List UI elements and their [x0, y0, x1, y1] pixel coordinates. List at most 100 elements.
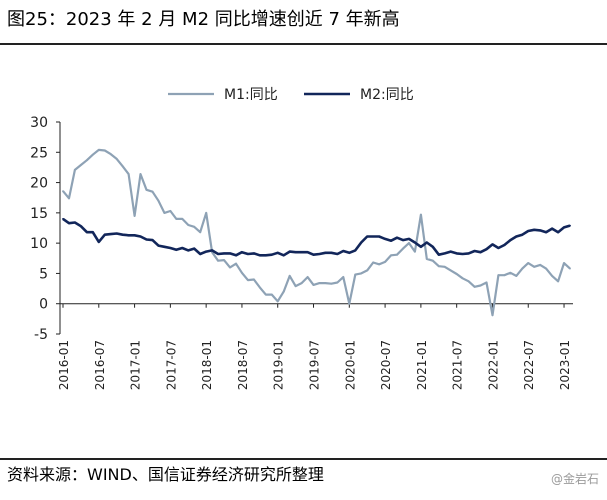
data-point	[312, 284, 315, 286]
data-point	[253, 252, 255, 255]
data-point	[318, 282, 321, 284]
data-point	[378, 263, 380, 266]
x-tick-label: 2023-01	[558, 340, 572, 390]
data-point	[109, 153, 112, 155]
line-chart: M1:同比 M2:同比 -5 0 5 10 15 20 25 30 2016-01 2016-07…	[30, 87, 573, 390]
data-point	[527, 262, 530, 264]
data-point	[318, 253, 321, 255]
x-tick-label: 2019-07	[308, 340, 322, 390]
data-point	[384, 238, 386, 240]
data-point	[264, 254, 267, 257]
y-tick-label: 20	[30, 176, 48, 192]
data-point	[414, 250, 416, 253]
data-point	[402, 239, 404, 242]
data-point	[354, 273, 357, 276]
data-point	[270, 293, 273, 296]
y-tick-label: 15	[30, 206, 48, 222]
y-tick-label: 10	[30, 236, 48, 252]
data-point	[121, 165, 124, 168]
data-point	[408, 238, 410, 240]
data-point	[169, 247, 172, 249]
data-point	[217, 259, 220, 262]
x-tick-label: 2017-01	[129, 340, 143, 390]
x-tick-label: 2021-07	[451, 340, 465, 390]
data-point	[330, 282, 333, 285]
data-point	[300, 282, 303, 284]
data-point	[270, 253, 273, 256]
data-point	[247, 279, 249, 281]
data-point	[455, 273, 458, 275]
data-point	[509, 271, 512, 274]
data-point	[360, 272, 363, 275]
data-point	[175, 248, 178, 251]
data-point	[354, 249, 357, 252]
data-point	[247, 253, 249, 255]
data-point	[360, 241, 363, 244]
data-point	[336, 253, 339, 255]
data-point	[449, 269, 452, 272]
data-point	[133, 234, 136, 237]
data-point	[425, 241, 428, 244]
data-point	[97, 149, 100, 151]
data-point	[443, 252, 446, 255]
data-point	[557, 231, 559, 234]
data-point	[420, 213, 422, 216]
data-point	[139, 173, 142, 175]
data-point	[241, 251, 243, 254]
data-point	[348, 302, 351, 305]
x-tick-label: 2020-07	[379, 340, 393, 390]
data-point	[151, 190, 154, 193]
data-point	[187, 224, 190, 226]
data-point	[336, 281, 339, 284]
data-point	[86, 159, 88, 162]
data-point	[521, 233, 524, 236]
data-point	[408, 242, 410, 245]
series-line-m2	[62, 217, 571, 257]
data-point	[551, 275, 553, 277]
data-point	[103, 149, 106, 152]
data-point	[193, 225, 196, 228]
y-tick-label: 5	[39, 266, 48, 282]
data-point	[193, 247, 196, 250]
data-point	[62, 190, 64, 193]
data-point	[443, 265, 446, 268]
data-point	[74, 169, 76, 171]
x-tick-label: 2018-01	[200, 340, 214, 390]
data-point	[324, 282, 327, 284]
weibo-watermark: @金岩石	[550, 472, 599, 486]
data-point	[509, 239, 512, 242]
data-point	[551, 227, 553, 230]
data-point	[539, 264, 542, 266]
y-tick-label: 0	[39, 297, 48, 313]
data-point	[431, 259, 434, 262]
data-point	[306, 276, 309, 278]
data-point	[199, 231, 202, 234]
data-point	[563, 226, 565, 229]
data-point	[455, 252, 458, 255]
source-rule	[0, 458, 607, 460]
data-point	[491, 243, 494, 246]
x-tick-label: 2022-07	[522, 340, 536, 390]
data-point	[211, 249, 214, 252]
data-point	[115, 232, 118, 235]
data-point	[86, 231, 88, 234]
data-point	[545, 231, 547, 234]
data-point	[139, 235, 142, 238]
data-point	[241, 271, 243, 274]
data-point	[563, 262, 565, 264]
source-note: 资料来源：WIND、国信证券经济研究所整理	[7, 465, 324, 484]
data-point	[461, 253, 464, 255]
data-point	[223, 252, 225, 255]
data-point	[68, 222, 70, 225]
data-point	[533, 265, 536, 268]
data-point	[425, 258, 428, 260]
data-point	[497, 247, 500, 249]
data-point	[74, 221, 76, 224]
data-point	[473, 285, 476, 288]
x-tick-label: 2019-01	[272, 340, 286, 390]
data-point	[497, 274, 500, 277]
data-point	[372, 261, 375, 264]
data-point	[187, 249, 190, 252]
data-point	[205, 250, 208, 253]
data-point	[330, 251, 333, 254]
